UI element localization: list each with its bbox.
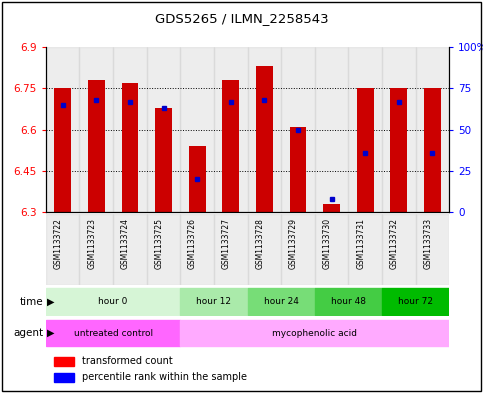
Bar — [248, 288, 315, 315]
Text: GSM1133729: GSM1133729 — [289, 218, 298, 269]
Bar — [248, 47, 281, 212]
Text: GSM1133733: GSM1133733 — [424, 218, 432, 269]
Bar — [147, 47, 180, 212]
Text: GSM1133723: GSM1133723 — [87, 218, 96, 269]
Bar — [189, 146, 206, 212]
Bar — [180, 320, 449, 346]
Text: GSM1133731: GSM1133731 — [356, 218, 365, 269]
Bar — [424, 88, 441, 212]
Text: GSM1133724: GSM1133724 — [121, 218, 130, 269]
Bar — [382, 214, 415, 285]
Text: GDS5265 / ILMN_2258543: GDS5265 / ILMN_2258543 — [155, 12, 328, 25]
Bar — [46, 320, 180, 346]
Text: GSM1133732: GSM1133732 — [390, 218, 399, 269]
Text: GSM1133730: GSM1133730 — [323, 218, 331, 269]
Bar — [46, 288, 180, 315]
Bar — [348, 47, 382, 212]
Text: time: time — [20, 297, 43, 307]
Bar — [113, 214, 147, 285]
Bar — [180, 288, 248, 315]
Bar — [54, 88, 71, 212]
Text: GSM1133727: GSM1133727 — [222, 218, 231, 269]
Bar — [54, 373, 74, 382]
Bar — [155, 108, 172, 212]
Bar — [113, 47, 147, 212]
Bar — [315, 47, 348, 212]
Text: hour 12: hour 12 — [197, 297, 231, 306]
Text: GSM1133722: GSM1133722 — [54, 218, 63, 268]
Bar — [248, 214, 281, 285]
Bar — [180, 214, 214, 285]
Text: percentile rank within the sample: percentile rank within the sample — [82, 372, 247, 382]
Bar — [281, 47, 315, 212]
Text: agent: agent — [14, 328, 43, 338]
Bar — [222, 80, 239, 212]
Bar — [256, 66, 273, 212]
Text: hour 48: hour 48 — [331, 297, 366, 306]
Text: GSM1133728: GSM1133728 — [256, 218, 264, 268]
Text: untreated control: untreated control — [73, 329, 153, 338]
Bar — [315, 288, 382, 315]
Bar — [390, 88, 407, 212]
Bar — [80, 214, 113, 285]
Bar — [46, 214, 80, 285]
Bar — [323, 204, 340, 212]
Text: ▶: ▶ — [47, 328, 55, 338]
Text: hour 72: hour 72 — [398, 297, 433, 306]
Bar — [180, 47, 214, 212]
Bar — [147, 214, 180, 285]
Text: GSM1133726: GSM1133726 — [188, 218, 197, 269]
Bar — [415, 214, 449, 285]
Text: hour 0: hour 0 — [99, 297, 128, 306]
Bar — [315, 214, 348, 285]
Bar — [54, 357, 74, 365]
Bar — [281, 214, 315, 285]
Bar — [214, 214, 247, 285]
Text: GSM1133725: GSM1133725 — [155, 218, 164, 269]
Bar — [382, 47, 415, 212]
Bar — [382, 288, 449, 315]
Text: mycophenolic acid: mycophenolic acid — [272, 329, 357, 338]
Bar — [214, 47, 247, 212]
Bar — [46, 47, 80, 212]
Text: hour 24: hour 24 — [264, 297, 298, 306]
Bar — [88, 80, 105, 212]
Bar — [80, 47, 113, 212]
Bar — [415, 47, 449, 212]
Bar — [289, 127, 306, 212]
Bar — [122, 83, 138, 212]
Bar — [348, 214, 382, 285]
Bar — [357, 88, 373, 212]
Text: ▶: ▶ — [47, 297, 55, 307]
Text: transformed count: transformed count — [82, 356, 173, 366]
